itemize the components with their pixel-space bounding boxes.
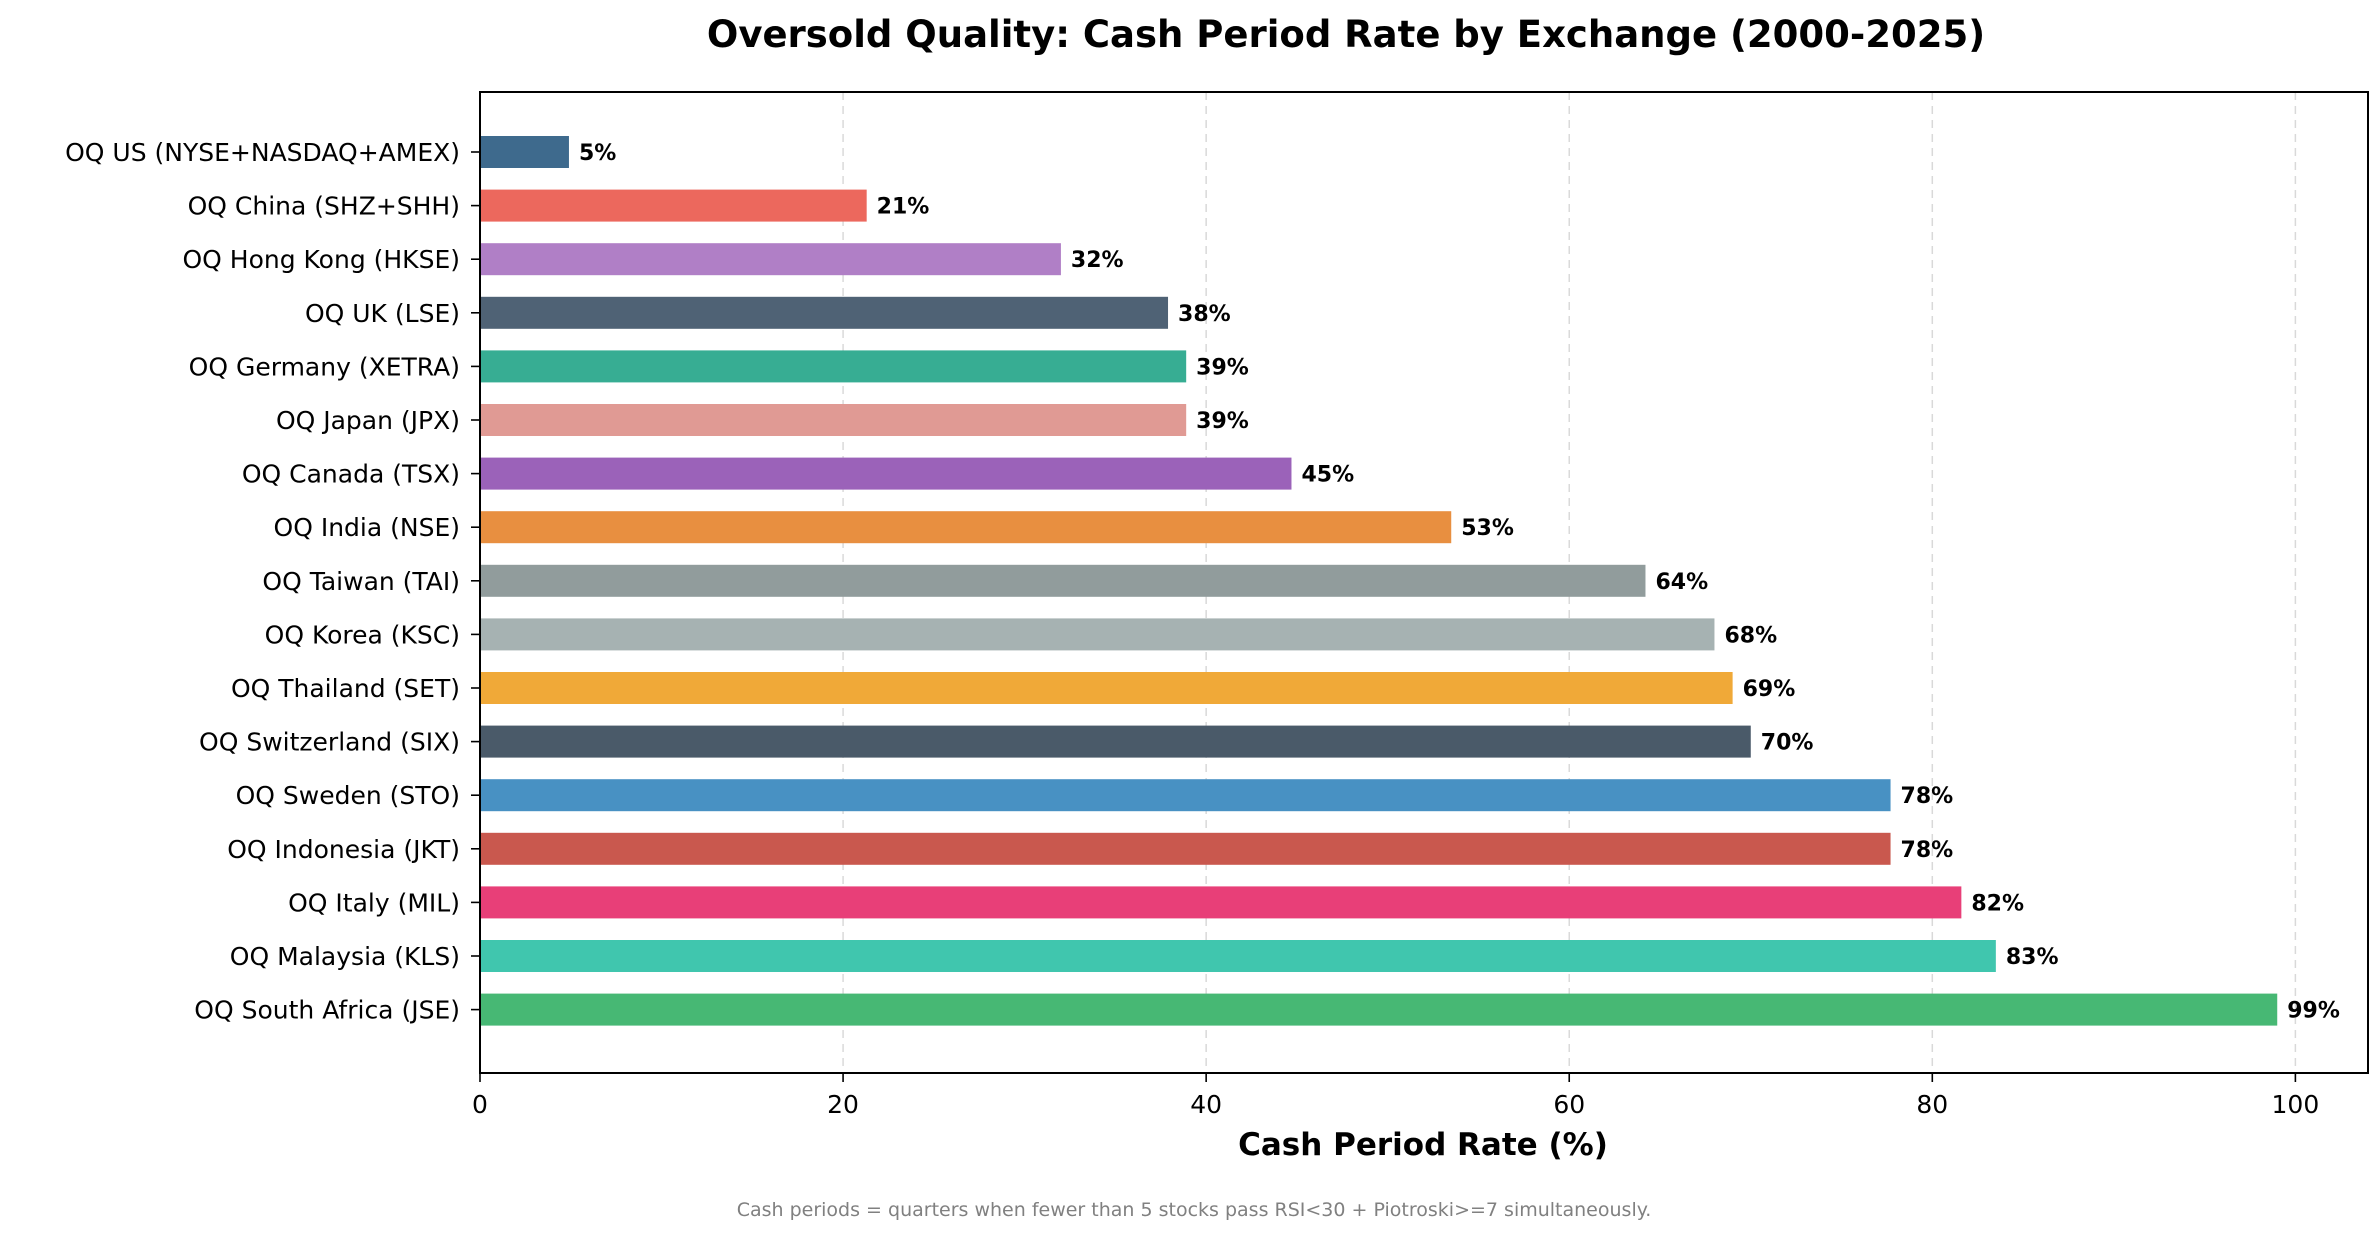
data-label: 78% — [1901, 838, 1954, 863]
x-axis-ticks: 0 20 40 60 80 100 — [472, 1073, 2319, 1119]
plot-frame — [479, 91, 2369, 1074]
y-tick-label: OQ Hong Kong (HKSE) — [182, 245, 460, 274]
data-label: 78% — [1901, 784, 1954, 809]
data-label: 38% — [1178, 302, 1231, 327]
bar — [480, 940, 1996, 972]
y-tick-label: OQ UK (LSE) — [305, 299, 460, 328]
y-tick-label: OQ Thailand (SET) — [231, 674, 460, 703]
y-tick-label: OQ Indonesia (JKT) — [227, 835, 460, 864]
data-label: 32% — [1071, 248, 1124, 273]
y-tick-label: OQ India (NSE) — [274, 513, 460, 542]
bar — [480, 832, 1891, 865]
y-tick-label: OQ Japan (JPX) — [276, 406, 460, 435]
data-label: 99% — [2287, 999, 2340, 1024]
x-axis-label: Cash Period Rate (%) — [1238, 1127, 1608, 1163]
x-tick-label: 100 — [2272, 1090, 2320, 1119]
bar — [480, 404, 1187, 436]
y-tick-label: OQ South Africa (JSE) — [194, 996, 460, 1025]
y-tick-label: OQ US (NYSE+NASDAQ+AMEX) — [65, 138, 460, 167]
bar — [480, 779, 1891, 812]
bar — [480, 993, 2278, 1026]
data-label: 70% — [1761, 731, 1814, 756]
data-label: 64% — [1655, 570, 1708, 595]
bar — [480, 189, 867, 222]
bar — [480, 886, 1962, 919]
bar — [480, 350, 1187, 383]
y-tick-label: OQ Switzerland (SIX) — [199, 728, 460, 757]
bar — [480, 564, 1646, 597]
y-tick-label: OQ Malaysia (KLS) — [230, 942, 460, 971]
data-label: 39% — [1196, 355, 1249, 380]
y-tick-label: OQ Sweden (STO) — [236, 781, 460, 810]
data-label: 69% — [1743, 677, 1796, 702]
data-label: 21% — [877, 195, 930, 220]
x-tick-label: 20 — [827, 1090, 859, 1119]
y-tick-label: OQ Korea (KSC) — [265, 620, 460, 649]
bar-value-labels: 5% 21% 32% 38% 39% 39% 45% 53% 64% 68% 69% 70% 78% 78… — [579, 141, 2340, 1024]
data-label: 82% — [1971, 891, 2024, 916]
chart-title: Oversold Quality: Cash Period Rate by Ex… — [707, 13, 1985, 56]
y-axis-ticks: OQ US (NYSE+NASDAQ+AMEX) OQ China (SHZ+SH… — [65, 138, 480, 1025]
data-label: 53% — [1461, 516, 1514, 541]
bar — [480, 136, 569, 168]
y-tick-label: OQ Canada (TSX) — [242, 460, 460, 489]
data-label: 68% — [1724, 623, 1777, 648]
bar — [480, 672, 1733, 704]
bar — [480, 296, 1169, 329]
y-tick-label: OQ Taiwan (TAI) — [262, 567, 460, 596]
data-label: 45% — [1301, 463, 1354, 488]
bar — [480, 725, 1751, 758]
data-label: 83% — [2006, 945, 2059, 970]
y-tick-label: OQ Germany (XETRA) — [189, 352, 460, 381]
bars — [480, 136, 2278, 1026]
bar — [480, 618, 1715, 651]
bar — [480, 511, 1452, 544]
x-tick-label: 40 — [1190, 1090, 1222, 1119]
bar — [480, 243, 1061, 276]
bar — [480, 457, 1292, 490]
x-tick-label: 60 — [1553, 1090, 1585, 1119]
data-label: 39% — [1196, 409, 1249, 434]
x-tick-label: 0 — [472, 1090, 488, 1119]
y-tick-label: OQ Italy (MIL) — [288, 888, 460, 917]
x-tick-label: 80 — [1916, 1090, 1948, 1119]
y-tick-label: OQ China (SHZ+SHH) — [188, 192, 460, 221]
data-label: 5% — [579, 141, 616, 166]
footnote: Cash periods = quarters when fewer than … — [737, 1199, 1652, 1221]
